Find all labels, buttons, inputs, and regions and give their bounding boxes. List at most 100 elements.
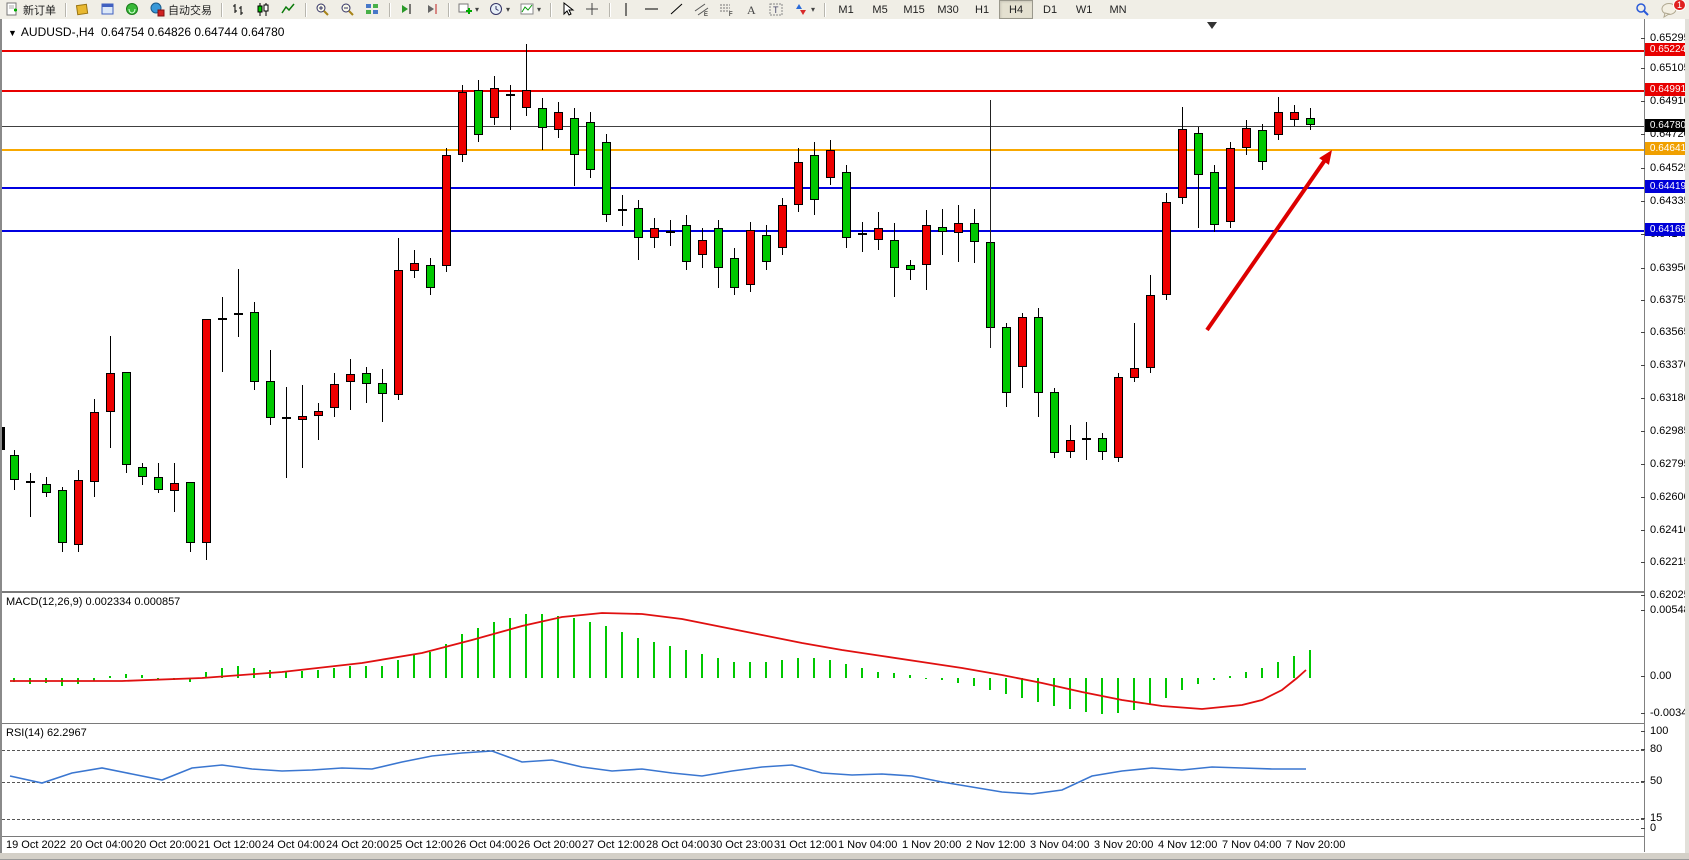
- price-axis-column[interactable]: 0.65295 0.65105 0.64910 0.64720 0.64525 0.643…: [1641, 19, 1689, 852]
- macd-histogram-bar: [413, 654, 415, 678]
- rsi-axis-tick: [1641, 781, 1645, 782]
- auto-scroll-button[interactable]: [395, 0, 418, 19]
- macd-histogram-bar: [749, 662, 751, 678]
- candle-wick: [1134, 323, 1135, 382]
- autotrading-button[interactable]: 自动交易: [146, 0, 216, 19]
- dropdown-caret: ▾: [506, 5, 511, 14]
- search-icon: [1634, 2, 1650, 18]
- bullish-candle: [874, 228, 883, 240]
- price-axis-label: 0.62215: [1650, 556, 1689, 568]
- bearish-candle: [602, 142, 611, 215]
- macd-histogram-bar: [813, 658, 815, 678]
- data-window-button[interactable]: [96, 0, 119, 19]
- rsi-axis-tick: [1641, 731, 1645, 732]
- navigator-button[interactable]: [121, 0, 144, 19]
- time-axis-label: 1 Nov 20:00: [902, 839, 962, 851]
- rsi-value: 62.2967: [46, 727, 87, 739]
- horizontal-line-icon: [644, 2, 659, 17]
- macd-histogram-bar: [365, 666, 367, 678]
- timeframe-button-m30[interactable]: M30: [937, 3, 959, 16]
- price-axis-label: 0.62985: [1650, 425, 1689, 437]
- bearish-candle: [714, 228, 723, 268]
- chart-shift-button[interactable]: [420, 0, 443, 19]
- cursor-tool-button[interactable]: [556, 0, 579, 19]
- macd-histogram-bar: [589, 622, 591, 678]
- macd-histogram-bar: [125, 674, 127, 678]
- line-chart-button[interactable]: [277, 0, 300, 19]
- new-order-button[interactable]: 新订单: [1, 0, 60, 19]
- text-tool[interactable]: A: [740, 0, 763, 19]
- doji-candle: [218, 318, 227, 320]
- macd-axis-tick: [1641, 676, 1645, 677]
- macd-histogram-bar: [557, 616, 559, 678]
- period-button[interactable]: ▾: [485, 0, 514, 19]
- indicators-button[interactable]: ▾: [516, 0, 545, 19]
- chat-button[interactable]: 1: [1656, 0, 1686, 19]
- equidistant-channel-tool[interactable]: E: [690, 0, 713, 19]
- bid-price-line[interactable]: [2, 126, 1644, 127]
- bullish-candle: [490, 88, 499, 118]
- candle-wick: [302, 385, 303, 468]
- price-axis-label: 0.63370: [1650, 359, 1689, 371]
- vertical-line-tool[interactable]: [615, 0, 638, 19]
- bearish-candle: [266, 381, 275, 418]
- bar-chart-button[interactable]: [227, 0, 250, 19]
- vertical-line-object[interactable]: [990, 100, 991, 348]
- horizontal-line-object[interactable]: [2, 90, 1644, 92]
- market-watch-button[interactable]: [71, 0, 94, 19]
- candle-wick: [910, 260, 911, 280]
- macd-histogram-bar: [109, 676, 111, 678]
- timeframe-button-d1[interactable]: D1: [1043, 3, 1058, 16]
- rsi-indicator-pane[interactable]: RSI(14) 62.2967: [2, 723, 1644, 836]
- bearish-candle: [842, 172, 851, 238]
- time-axis-label: 26 Oct 20:00: [518, 839, 581, 851]
- time-axis-label: 26 Oct 04:00: [454, 839, 517, 851]
- new-chart-button[interactable]: ▾: [454, 0, 483, 19]
- search-button[interactable]: [1630, 0, 1654, 19]
- bullish-candle: [1018, 317, 1027, 367]
- timeframe-button-m15[interactable]: M15: [903, 3, 925, 16]
- chart-shift-icon: [424, 2, 439, 17]
- new-order-icon: [5, 2, 20, 17]
- time-axis[interactable]: 19 Oct 2022 20 Oct 04:00 20 Oct 20:00 21 Oc…: [2, 836, 1644, 853]
- arrows-tool[interactable]: ▾: [790, 0, 819, 19]
- trendline-tool[interactable]: [665, 0, 688, 19]
- macd-indicator-pane[interactable]: MACD(12,26,9) 0.002334 0.000857: [2, 591, 1644, 724]
- macd-histogram-bar: [317, 670, 319, 678]
- horizontal-line-object[interactable]: [2, 50, 1644, 52]
- macd-histogram-bar: [1261, 668, 1263, 678]
- clock-icon: [489, 2, 504, 17]
- timeframe-button-h1[interactable]: H1: [975, 3, 990, 16]
- bullish-candle: [826, 150, 835, 178]
- toolbar-separator: [305, 2, 306, 17]
- chart-shift-marker[interactable]: [1207, 22, 1217, 29]
- dropdown-caret: ▾: [537, 5, 542, 14]
- zoom-in-button[interactable]: [311, 0, 334, 19]
- tile-windows-button[interactable]: [361, 0, 384, 19]
- doji-candle: [234, 313, 243, 315]
- fibonacci-tool[interactable]: F: [715, 0, 738, 19]
- bullish-candle: [202, 319, 211, 543]
- horizontal-line-object[interactable]: [2, 149, 1644, 151]
- macd-histogram-bar: [541, 614, 543, 678]
- price-axis-tick: [1641, 68, 1645, 69]
- bearish-candle: [538, 108, 547, 128]
- horizontal-line-tool[interactable]: [640, 0, 663, 19]
- crosshair-tool-button[interactable]: [581, 0, 604, 19]
- timeframe-button-m5[interactable]: M5: [872, 3, 888, 16]
- timeframe-button-m1[interactable]: M1: [838, 3, 854, 16]
- rsi-level-line: [2, 819, 1644, 820]
- timeframe-button-w1[interactable]: W1: [1075, 3, 1093, 16]
- text-label-tool[interactable]: T: [765, 0, 788, 19]
- timeframe-button-mn[interactable]: MN: [1109, 3, 1127, 16]
- macd-histogram-bar: [797, 658, 799, 678]
- candlestick-chart-button[interactable]: [252, 0, 275, 19]
- zoom-out-button[interactable]: [336, 0, 359, 19]
- horizontal-line-object[interactable]: [2, 187, 1644, 189]
- trend-arrow-object[interactable]: [2, 21, 1644, 588]
- timeframe-button-h4[interactable]: H4: [999, 0, 1034, 19]
- time-axis-label: 24 Oct 04:00: [262, 839, 325, 851]
- price-chart-pane[interactable]: ▼ AUDUSD-,H4 0.64754 0.64826 0.64744 0.64…: [2, 21, 1644, 588]
- horizontal-line-object[interactable]: [2, 230, 1644, 232]
- price-axis-label: 0.64525: [1650, 162, 1689, 174]
